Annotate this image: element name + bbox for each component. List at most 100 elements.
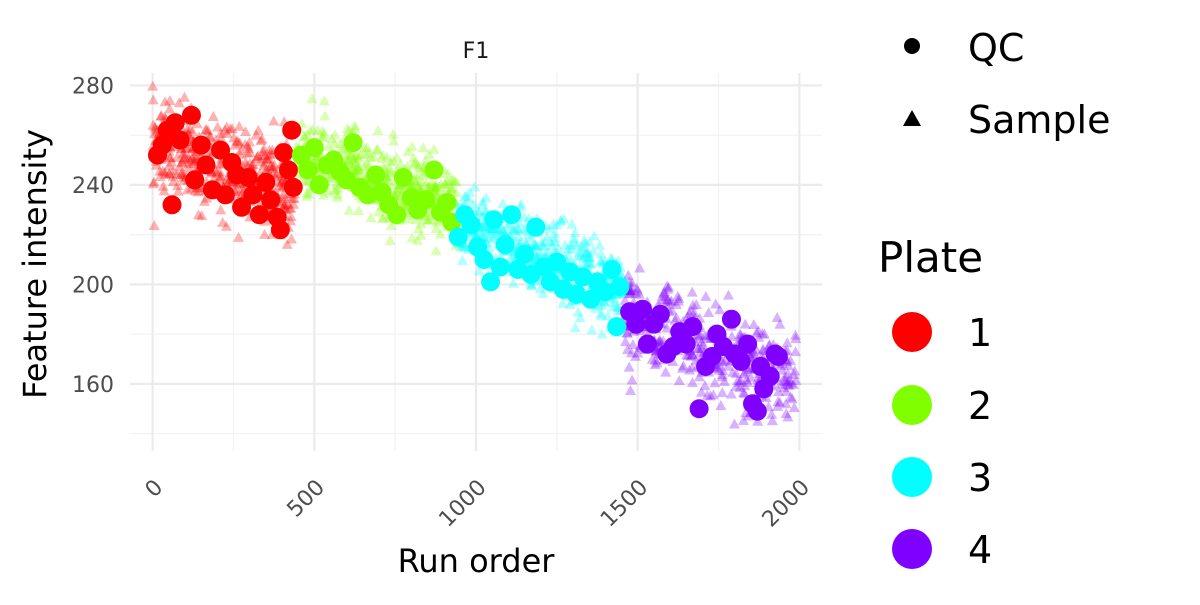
sample-point (596, 256, 608, 267)
qc-point (298, 160, 318, 180)
sample-point (435, 178, 447, 189)
sample-point (778, 375, 790, 386)
sample-point (193, 209, 205, 220)
sample-point (508, 225, 520, 236)
x-axis-title: Run order (398, 542, 556, 580)
sample-point (178, 153, 190, 164)
sample-point (785, 391, 797, 402)
sample-point (531, 240, 543, 251)
sample-point (579, 257, 591, 268)
sample-point (493, 223, 505, 234)
sample-point (458, 240, 470, 251)
sample-point (440, 182, 452, 193)
qc-point (502, 205, 522, 225)
qc-point (581, 289, 601, 309)
sample-point (177, 148, 189, 159)
sample-point (334, 138, 346, 149)
sample-point (568, 236, 580, 247)
sample-point (157, 180, 169, 191)
sample-point (342, 155, 354, 166)
sample-point (717, 365, 729, 376)
qc-point (393, 167, 413, 187)
sample-point (396, 196, 408, 207)
sample-point (622, 344, 634, 355)
qc-point (481, 272, 501, 292)
sample-point (259, 228, 271, 239)
sample-point (788, 401, 800, 412)
sample-point (478, 220, 490, 231)
sample-point (624, 288, 636, 299)
sample-point (319, 110, 331, 121)
qc-point (283, 177, 303, 197)
sample-point (686, 362, 698, 373)
sample-point (388, 155, 400, 166)
sample-point (697, 339, 709, 350)
sample-point (172, 180, 184, 191)
sample-point (786, 393, 798, 404)
sample-point (167, 176, 179, 187)
sample-point (608, 293, 620, 304)
sample-point (494, 227, 506, 238)
sample-point (672, 290, 684, 301)
sample-point (732, 374, 744, 385)
grid-layer (130, 73, 822, 451)
sample-point (353, 152, 365, 163)
qc-point (232, 197, 252, 217)
sample-point (423, 148, 435, 159)
sample-point (395, 158, 407, 169)
sample-point (529, 240, 541, 251)
sample-point (440, 178, 452, 189)
sample-point (164, 152, 176, 163)
sample-point (429, 183, 441, 194)
sample-point (148, 219, 160, 230)
qc-point (731, 351, 751, 371)
sample-point (171, 151, 183, 162)
sample-point (757, 343, 769, 354)
sample-point (219, 124, 231, 135)
sample-point (552, 242, 564, 253)
sample-point (578, 242, 590, 253)
sample-point (191, 118, 203, 129)
sample-point (446, 183, 458, 194)
qc-point (566, 284, 586, 304)
sample-point (657, 287, 669, 298)
sample-point (654, 334, 666, 345)
qc-point (358, 185, 378, 205)
qc-point (637, 334, 657, 354)
sample-point (673, 375, 685, 386)
sample-point (449, 175, 461, 186)
sample-point (727, 366, 739, 377)
sample-point (325, 172, 337, 183)
sample-point (699, 330, 711, 341)
sample-point (263, 153, 275, 164)
sample-point (409, 156, 421, 167)
sample-point (575, 250, 587, 261)
sample-point (410, 177, 422, 188)
sample-point (242, 140, 254, 151)
sample-point (256, 149, 268, 160)
sample-point (595, 248, 607, 259)
sample-point (178, 91, 190, 102)
sample-point (559, 239, 571, 250)
sample-point (686, 376, 698, 387)
sample-point (615, 269, 627, 280)
sample-triangle-icon (903, 110, 921, 126)
sample-point (408, 152, 420, 163)
sample-point (268, 115, 280, 126)
sample-point (557, 297, 569, 308)
sample-point (261, 153, 273, 164)
x-tick-label: 500 (283, 475, 330, 522)
sample-point (163, 168, 175, 179)
sample-point (565, 239, 577, 250)
sample-point (659, 286, 671, 297)
sample-point (583, 251, 595, 262)
sample-point (735, 375, 747, 386)
sample-point (401, 160, 413, 171)
sample-point (353, 164, 365, 175)
sample-point (512, 222, 524, 233)
sample-point (623, 361, 635, 372)
sample-point (214, 166, 226, 177)
sample-point (340, 154, 352, 165)
sample-point (281, 238, 293, 249)
sample-point (235, 145, 247, 156)
